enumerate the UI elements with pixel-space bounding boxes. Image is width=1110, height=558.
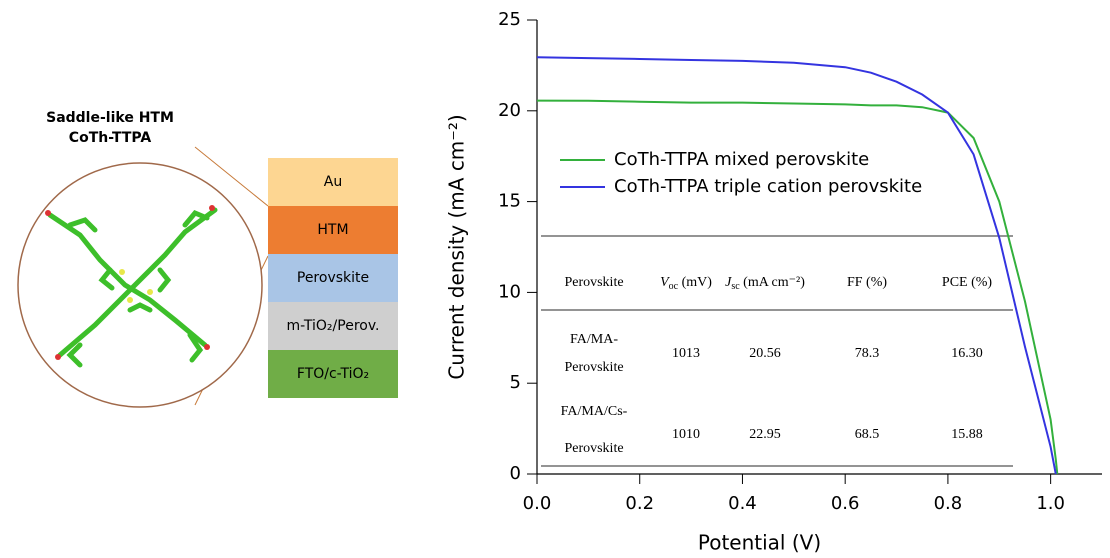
table-header: FF (%) [847,275,887,290]
unit: (mV) [678,275,712,290]
layer-stack: Au HTM Perovskite m-TiO₂/Perov. FTO/c-TiO₂ [268,158,398,398]
layer-label: Au [324,174,342,190]
sulfur-atoms [119,269,153,303]
x-axis-title: Potential (V) [698,531,821,555]
table-cell: 15.88 [951,427,983,442]
layer [268,302,398,350]
table-cell: 16.30 [951,346,983,361]
x-tick-label: 0.0 [523,493,552,514]
layer-label: FTO/c-TiO₂ [297,366,369,382]
table-cell: 1013 [672,346,700,361]
y-tick-label: 10 [498,281,521,302]
layer-label: m-TiO₂/Perov. [287,318,380,334]
legend-label: CoTh-TTPA triple cation perovskite [614,176,922,197]
layer-label: Perovskite [297,270,369,286]
jv-curve [536,56,1057,475]
symbol: V [660,275,670,290]
atoms [45,205,215,360]
symbol: J [725,275,732,290]
row-label: Perovskite [564,360,623,375]
y-tick-label: 20 [498,100,521,121]
zoom-line [194,146,269,207]
layer [268,350,398,398]
layer [268,206,398,254]
table-header: Voc (mV) [660,275,712,292]
table-header: PCE (%) [942,275,993,290]
table-cell: 1010 [672,427,700,442]
x-tick-label: 0.2 [625,493,654,514]
layer [268,158,398,206]
row-label: FA/MA/Cs- [561,404,628,419]
x-tick-label: 0.8 [934,493,963,514]
y-axis-title: Current density (mA cm⁻²) [445,114,469,379]
zoom-circle [17,162,263,408]
molecule [47,207,218,368]
table-cell: 78.3 [855,346,880,361]
table-header: Perovskite [564,275,623,290]
y-tick-label: 5 [510,372,521,393]
y-tick-label: 15 [498,191,521,212]
layer [268,254,398,302]
legend-label: CoTh-TTPA mixed perovskite [614,149,869,170]
subscript: sc [731,281,740,292]
subscript: oc [669,281,679,292]
table-header: Jsc (mA cm⁻²) [725,275,805,292]
diagram-title: Saddle-like HTM [46,110,174,126]
table-cell: 20.56 [749,346,781,361]
y-tick-label: 25 [498,9,521,30]
x-tick-label: 0.6 [831,493,860,514]
table-cell: 68.5 [855,427,880,442]
row-label: Perovskite [564,441,623,456]
molecule-view [17,146,269,408]
chart: 0 5 10 15 20 25 0.0 0.2 0.4 0.6 0.8 1.0 Potential (V… [445,9,1102,555]
layer-label: HTM [317,222,348,238]
jv-curve [536,99,1059,475]
table-cell: 22.95 [749,427,781,442]
row-label: FA/MA- [570,332,618,347]
y-tick-label: 0 [510,463,521,484]
x-tick-label: 1.0 [1036,493,1065,514]
unit: (mA cm⁻²) [740,275,806,290]
diagram-title: CoTh-TTPA [69,130,152,146]
x-tick-label: 0.4 [728,493,757,514]
